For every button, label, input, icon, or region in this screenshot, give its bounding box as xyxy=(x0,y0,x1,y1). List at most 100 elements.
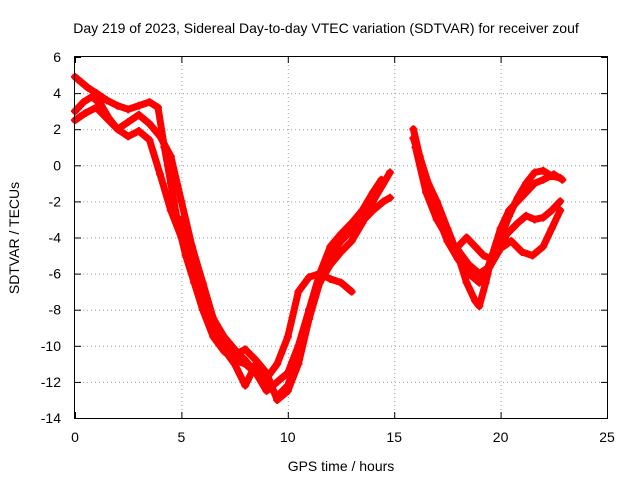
y-tick-label: -2 xyxy=(49,193,62,209)
series-band xyxy=(71,104,385,400)
tick-layer xyxy=(75,57,608,419)
data-point xyxy=(124,132,133,141)
data-point xyxy=(507,237,516,246)
data-point xyxy=(156,132,165,141)
data-point xyxy=(230,359,239,368)
y-axis-label: SDTVAR / TECUs xyxy=(6,182,22,294)
data-point xyxy=(166,152,175,161)
data-point xyxy=(305,305,314,314)
tick-label-layer: 0 5 10 15 20 25 -14 -12 -10 -8 -6 -4 -2 0 2 4 6 xyxy=(41,49,615,445)
data-point xyxy=(241,345,250,354)
data-point xyxy=(113,125,122,134)
y-tick-label: 2 xyxy=(53,121,61,137)
data-point xyxy=(464,269,473,278)
data-point xyxy=(485,262,494,271)
y-tick-label: -8 xyxy=(49,302,62,318)
data-point xyxy=(273,392,282,401)
data-point xyxy=(513,219,522,228)
data-point xyxy=(337,247,345,256)
data-point xyxy=(337,229,345,238)
data-point xyxy=(113,101,122,110)
y-tick-label: -10 xyxy=(41,338,61,354)
data-point xyxy=(273,377,282,386)
data-point xyxy=(273,359,282,368)
data-point xyxy=(134,110,143,119)
data-point xyxy=(326,242,335,251)
data-point xyxy=(294,350,303,359)
data-point xyxy=(488,255,497,264)
data-point xyxy=(283,332,292,341)
data-point xyxy=(92,103,101,112)
x-tick-label: 25 xyxy=(599,429,615,445)
data-point xyxy=(337,278,345,287)
data-point xyxy=(502,229,511,238)
data-point xyxy=(432,215,441,224)
data-point xyxy=(454,242,463,251)
data-point xyxy=(496,244,505,253)
data-point xyxy=(513,193,522,202)
series-track-4 xyxy=(177,215,356,390)
data-point xyxy=(153,103,162,112)
y-tick-label: -12 xyxy=(41,374,61,390)
data-point xyxy=(77,78,86,87)
x-tick-label: 5 xyxy=(178,429,186,445)
data-point xyxy=(422,188,431,197)
data-point xyxy=(530,179,539,188)
data-point xyxy=(251,359,260,368)
data-point xyxy=(556,173,565,182)
data-point xyxy=(241,381,250,390)
data-point xyxy=(166,179,175,188)
data-point xyxy=(134,127,143,136)
data-point xyxy=(88,92,97,101)
data-point xyxy=(283,381,292,390)
data-point xyxy=(134,101,143,110)
chart-title: Day 219 of 2023, Sidereal Day-to-day VTE… xyxy=(73,20,579,36)
data-point xyxy=(209,314,218,323)
y-tick-label: -6 xyxy=(49,266,62,282)
data-point xyxy=(219,345,228,354)
x-axis-label: GPS time / hours xyxy=(288,458,395,474)
plot-frame xyxy=(74,56,608,419)
data-point xyxy=(166,206,175,215)
data-point xyxy=(294,287,303,296)
data-point xyxy=(475,269,484,278)
data-point xyxy=(124,105,133,114)
data-point xyxy=(539,242,548,251)
data-point xyxy=(177,215,186,224)
data-point xyxy=(347,219,356,228)
data-point xyxy=(177,197,186,206)
data-point xyxy=(379,197,388,206)
data-point xyxy=(539,166,548,175)
data-point xyxy=(411,143,420,152)
data-point xyxy=(471,296,480,305)
data-point xyxy=(522,179,531,188)
data-point xyxy=(305,273,314,282)
data-point xyxy=(539,175,548,184)
y-tick-label: 6 xyxy=(53,49,61,65)
data-point xyxy=(188,242,197,251)
x-tick-label: 20 xyxy=(493,429,509,445)
data-point xyxy=(530,215,539,224)
data-point xyxy=(230,345,239,354)
data-point xyxy=(462,278,471,287)
data-point xyxy=(475,302,484,311)
data-point xyxy=(96,99,105,108)
data-point xyxy=(522,211,531,220)
data-point xyxy=(547,172,556,181)
data-point xyxy=(83,83,92,92)
data-point xyxy=(368,188,377,197)
data-point xyxy=(241,356,250,365)
data-point xyxy=(102,114,111,123)
data-point xyxy=(145,119,154,128)
y-tick-label: -14 xyxy=(41,410,61,426)
x-tick-label: 15 xyxy=(386,429,402,445)
series-band xyxy=(177,215,356,389)
data-point xyxy=(145,136,154,145)
data-point xyxy=(326,275,335,284)
data-point xyxy=(479,251,488,260)
data-point xyxy=(556,197,565,206)
data-point xyxy=(530,168,539,177)
series-track-8 xyxy=(454,206,565,264)
data-point xyxy=(505,211,514,220)
y-tick-label: -4 xyxy=(49,230,62,246)
